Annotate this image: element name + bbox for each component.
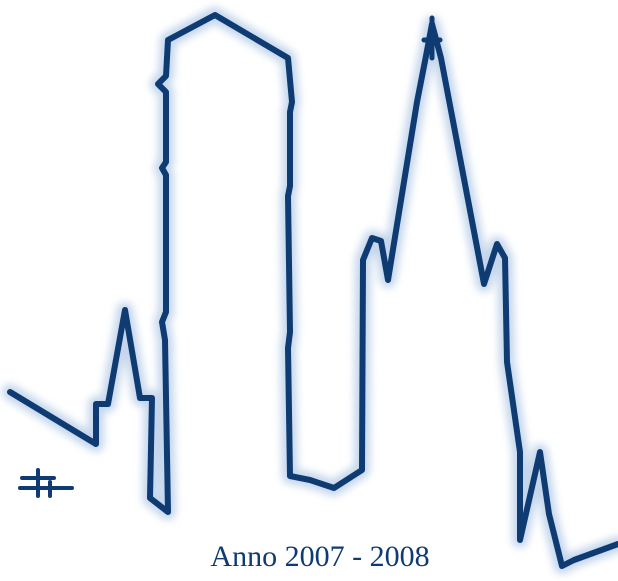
- year-caption: Anno 2007 - 2008: [210, 540, 430, 573]
- monogram-mark-icon: [18, 468, 74, 498]
- spire-cross-icon: [421, 15, 443, 61]
- skyline-outline: [7, 12, 618, 569]
